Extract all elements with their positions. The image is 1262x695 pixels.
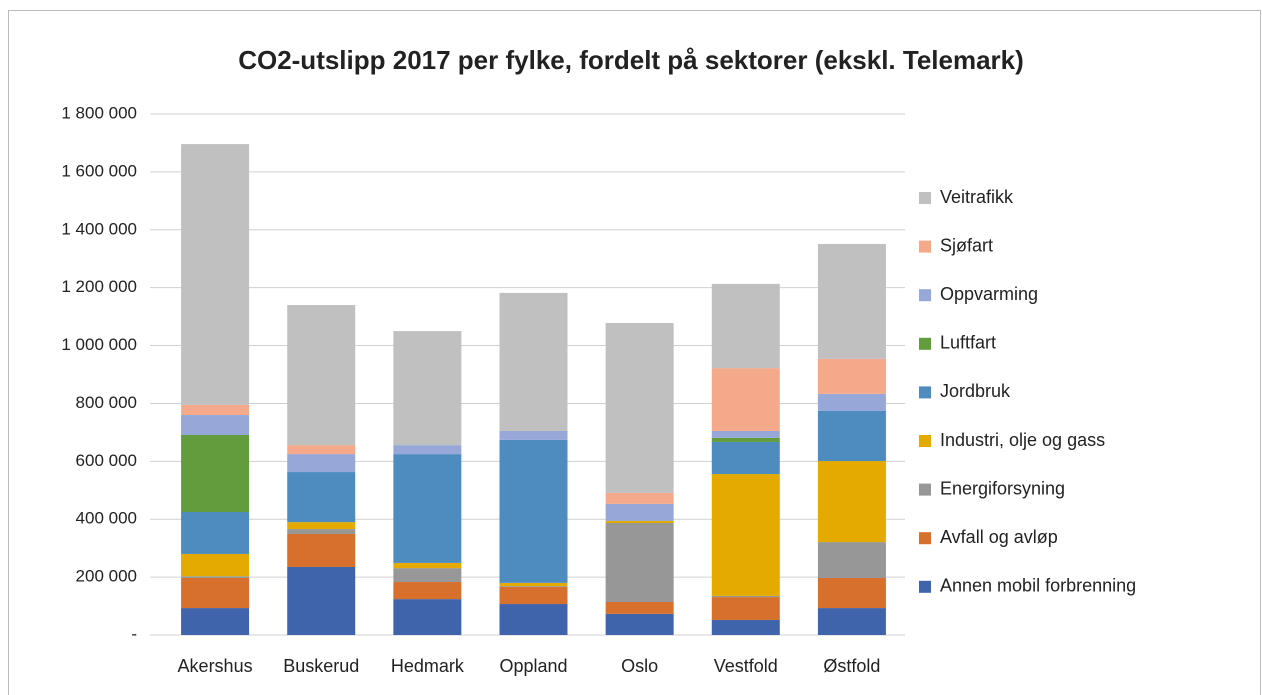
legend-label: Oppvarming	[940, 284, 1038, 304]
bar-segment	[287, 522, 356, 530]
bar-segment	[817, 542, 886, 578]
bar-segment	[499, 582, 568, 587]
bar-segment	[605, 322, 674, 493]
y-tick-label: 1 600 000	[61, 161, 137, 180]
y-tick-label: 1 800 000	[61, 103, 137, 122]
x-tick-label: Oppland	[499, 656, 567, 676]
y-tick-label: 1 400 000	[61, 219, 137, 238]
bar-segment	[499, 604, 568, 635]
bar-segment	[287, 445, 356, 455]
legend-label: Jordbruk	[940, 381, 1011, 401]
legend-swatch	[919, 386, 931, 399]
x-tick-label: Vestfold	[714, 656, 778, 676]
legend-swatch	[919, 435, 931, 447]
bar-segment	[181, 511, 250, 554]
bar-segment	[711, 595, 780, 598]
bar-segment	[393, 454, 462, 563]
bar-segment	[499, 292, 568, 431]
x-tick-label: Hedmark	[391, 656, 465, 676]
bar-segment	[605, 522, 674, 603]
legend-swatch	[919, 483, 931, 496]
y-tick-label: 400 000	[76, 509, 137, 528]
y-tick-label: -	[131, 624, 137, 643]
bar-segment	[181, 553, 250, 577]
bar-segment	[393, 599, 462, 635]
legend-label: Industri, olje og gass	[940, 430, 1105, 450]
bar-segment	[287, 454, 356, 473]
x-tick-label: Buskerud	[283, 656, 359, 676]
bar-segment	[393, 562, 462, 569]
bar-segment	[711, 597, 780, 620]
y-tick-label: 600 000	[76, 451, 137, 470]
bar-segment	[711, 441, 780, 475]
legend-swatch	[919, 240, 931, 253]
legend-swatch	[919, 192, 931, 204]
bar-segment	[817, 393, 886, 411]
bar-segment	[711, 368, 780, 431]
bar-segment	[499, 586, 568, 587]
x-tick-label: Akershus	[178, 656, 253, 676]
y-tick-label: 1 000 000	[61, 335, 137, 354]
bar-segment	[181, 608, 250, 635]
bar-segment	[605, 602, 674, 614]
bar-segment	[817, 243, 886, 359]
bar-segment	[711, 619, 780, 635]
bar-segment	[287, 529, 356, 534]
bar-segment	[181, 404, 250, 416]
bar-segment	[393, 445, 462, 455]
bar-segment	[711, 474, 780, 596]
y-tick-label: 200 000	[76, 567, 137, 586]
bar-segment	[605, 520, 674, 523]
bar-segment	[181, 415, 250, 435]
bar-segment	[287, 533, 356, 567]
x-tick-label: Østfold	[823, 656, 880, 676]
bar-segment	[181, 144, 250, 405]
bar-segment	[499, 439, 568, 583]
bar-segment	[817, 461, 886, 543]
bar-segment	[711, 437, 780, 442]
legend-label: Annen mobil forbrenning	[940, 576, 1136, 596]
bar-segment	[181, 434, 250, 512]
legend-label: Luftfart	[940, 333, 996, 353]
legend-label: Sjøfart	[940, 235, 993, 255]
legend-label: Energiforsyning	[940, 478, 1065, 498]
bar-segment	[499, 430, 568, 440]
chart-title: CO2-utslipp 2017 per fylke, fordelt på s…	[238, 45, 1024, 75]
bar-segment	[181, 577, 250, 609]
x-tick-label: Oslo	[621, 656, 658, 676]
bar-segment	[817, 358, 886, 394]
y-tick-label: 1 200 000	[61, 277, 137, 296]
legend-label: Veitrafikk	[940, 187, 1014, 207]
bar-segment	[605, 492, 674, 504]
bar-segment	[393, 582, 462, 600]
bar-segment	[817, 410, 886, 462]
bar-segment	[711, 430, 780, 438]
y-tick-label: 800 000	[76, 393, 137, 412]
legend-label: Avfall og avløp	[940, 527, 1058, 547]
bar-segment	[287, 566, 356, 635]
bar-segment	[181, 576, 250, 578]
bar-segment	[817, 608, 886, 635]
bar-segment	[287, 472, 356, 523]
bar-segment	[711, 283, 780, 369]
bar-segment	[817, 577, 886, 609]
legend-swatch	[919, 580, 931, 593]
bar-segment	[393, 331, 462, 446]
legend-swatch	[919, 289, 931, 302]
bar-segment	[605, 503, 674, 521]
bar-segment	[393, 568, 462, 583]
legend-swatch	[919, 532, 931, 545]
bar-segment	[605, 613, 674, 635]
bar-segment	[287, 305, 356, 446]
legend-swatch	[919, 337, 931, 350]
bar-segment	[499, 586, 568, 605]
